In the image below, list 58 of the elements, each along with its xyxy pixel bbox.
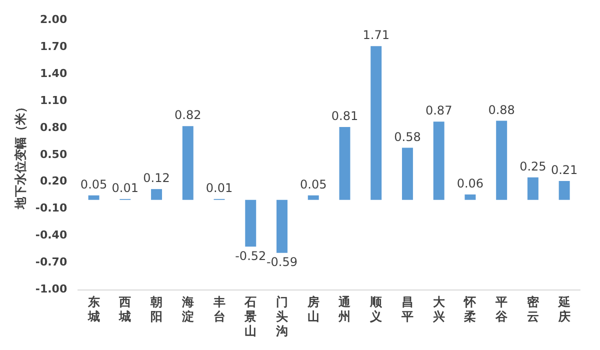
x-tick-label: 朝阳 xyxy=(150,295,163,324)
y-tick-label: 1.70 xyxy=(40,40,68,53)
bar xyxy=(308,195,319,200)
y-tick-label: -0.40 xyxy=(35,228,68,242)
y-tick-label: 1.10 xyxy=(40,94,68,107)
data-label: 0.87 xyxy=(425,104,452,118)
data-label: 0.01 xyxy=(206,181,233,196)
data-label: 0.81 xyxy=(331,109,358,124)
x-tick-label: 平谷 xyxy=(494,295,509,324)
bar xyxy=(558,180,570,200)
x-tick-label: 怀柔 xyxy=(463,295,478,324)
bar xyxy=(245,200,256,247)
bar xyxy=(527,177,538,200)
y-tick-label: -0.10 xyxy=(35,202,68,215)
data-label: 0.01 xyxy=(112,181,139,196)
x-tick-label: 房山 xyxy=(306,295,320,324)
data-label: 0.06 xyxy=(456,176,484,191)
x-tick-label: 门头沟 xyxy=(275,295,288,338)
data-label: 0.58 xyxy=(394,130,421,144)
x-tick-label: 西城 xyxy=(118,295,132,324)
data-label: 0.12 xyxy=(143,171,170,186)
bar xyxy=(464,194,476,200)
bar xyxy=(339,127,350,200)
data-label: 0.05 xyxy=(300,177,327,192)
x-tick-label: 通州 xyxy=(338,295,352,324)
y-tick-label: 1.40 xyxy=(40,66,68,80)
data-label: -0.59 xyxy=(266,255,298,270)
bar xyxy=(433,122,444,200)
bar xyxy=(182,126,194,200)
y-tick-label: 2.00 xyxy=(40,12,68,26)
data-label: 0.88 xyxy=(488,102,515,117)
bar xyxy=(402,148,413,200)
x-tick-label: 延庆 xyxy=(557,295,570,324)
x-tick-label: 密云 xyxy=(526,295,540,324)
x-tick-label: 大兴 xyxy=(432,295,446,324)
data-label: 0.82 xyxy=(174,108,202,122)
bar xyxy=(276,200,288,253)
x-tick-label: 东城 xyxy=(86,295,100,324)
x-tick-label: 海淀 xyxy=(180,295,194,324)
x-tick-label: 丰台 xyxy=(212,295,226,324)
x-tick-label: 昌平 xyxy=(400,295,414,324)
data-label: -0.52 xyxy=(235,248,266,263)
bar xyxy=(151,189,162,200)
y-tick-label: 0.20 xyxy=(40,174,68,188)
y-tick-label: -0.70 xyxy=(35,256,68,269)
x-tick-label: 石景山 xyxy=(244,295,257,338)
x-tick-label: 顺义 xyxy=(369,295,384,324)
bar xyxy=(88,195,100,200)
bar xyxy=(370,46,382,200)
data-label: 1.71 xyxy=(362,28,390,42)
data-label: 0.21 xyxy=(550,163,578,178)
y-tick-label: -1.00 xyxy=(35,282,68,296)
y-tick-label: 0.50 xyxy=(40,148,68,161)
bar xyxy=(496,120,508,200)
y-tick-label: 0.80 xyxy=(40,120,68,134)
data-label: 0.05 xyxy=(80,177,108,192)
y-axis-title: 地下水位变幅（米） xyxy=(13,100,28,210)
data-label: 0.25 xyxy=(520,160,546,174)
